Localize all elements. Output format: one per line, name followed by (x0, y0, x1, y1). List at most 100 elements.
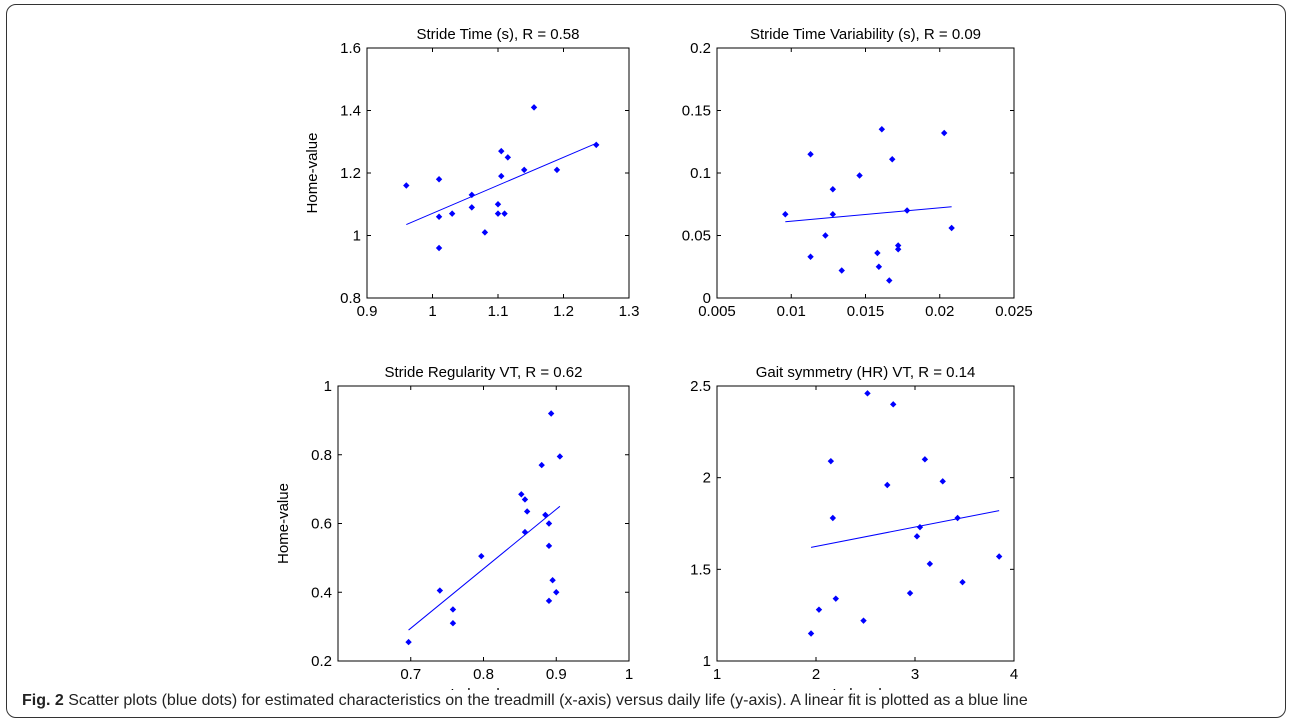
data-point (832, 595, 839, 602)
y-tick-label: 0.05 (682, 228, 711, 245)
y-tick-label: 0.2 (311, 653, 332, 670)
data-point (547, 410, 555, 417)
plot-area (366, 47, 630, 299)
y-tick-label: 1 (703, 653, 711, 670)
x-tick-label: 1.2 (553, 303, 574, 320)
data-point (884, 481, 891, 489)
data-point (435, 176, 443, 183)
data-point (403, 182, 410, 189)
data-point (807, 630, 815, 637)
data-point (948, 224, 955, 232)
x-tick-label: 0.9 (357, 303, 378, 320)
data-point (954, 514, 961, 522)
data-point (542, 511, 549, 519)
data-point (478, 552, 485, 560)
data-point (886, 277, 893, 284)
plot-title: Stride Time Variability (s), R = 0.09 (750, 26, 981, 43)
data-point (494, 201, 502, 208)
data-point (538, 461, 545, 469)
plot-area (337, 385, 630, 662)
data-point (822, 232, 829, 239)
x-tick-label: 0.025 (995, 303, 1033, 320)
data-point (916, 523, 924, 531)
plot-title: Stride Time (s), R = 0.58 (417, 26, 580, 43)
data-point (435, 244, 443, 252)
data-point (926, 560, 934, 568)
data-point (468, 191, 475, 199)
data-point (545, 597, 553, 605)
subplot-3: Stride Regularity VT, R = 0.62 0.7 0.8 0.9 1… (275, 364, 633, 690)
x-axis-label: Lab-value (833, 686, 899, 690)
data-point (553, 166, 561, 174)
data-point (504, 154, 512, 161)
subplot-4: Gait symmetry (HR) VT, R = 0.14 1 2 3 4 1 1.5 2… (690, 364, 1018, 690)
y-axis-label: Home-value (275, 483, 292, 564)
x-tick-label: 0.8 (473, 666, 494, 683)
x-tick-label: 0.01 (777, 303, 806, 320)
y-tick-label: 0.1 (690, 165, 711, 182)
x-tick-label: 0.9 (546, 666, 567, 683)
data-point (523, 508, 531, 515)
data-point (890, 401, 897, 408)
data-point (545, 520, 553, 527)
data-point (530, 104, 538, 111)
data-point (501, 210, 508, 217)
x-tick-label: 0.02 (925, 303, 954, 320)
plot-area (716, 385, 1015, 662)
plot-area (716, 47, 1015, 299)
data-point (827, 457, 835, 465)
data-point (807, 253, 814, 260)
data-point (518, 491, 525, 498)
data-point (906, 589, 914, 597)
data-point (875, 263, 883, 270)
data-point (556, 453, 564, 460)
data-point (545, 542, 553, 550)
y-tick-label: 1.2 (340, 165, 361, 182)
y-tick-label: 1.4 (340, 103, 361, 120)
plot-title: Stride Regularity VT, R = 0.62 (384, 364, 582, 381)
y-tick-label: 0.2 (690, 40, 711, 57)
data-point (874, 249, 881, 257)
data-point (521, 166, 528, 174)
y-axis-label: Home-value (304, 133, 321, 214)
y-tick-label: 0.15 (682, 103, 711, 120)
data-point (903, 207, 911, 214)
data-point (829, 186, 837, 193)
x-tick-label: 1 (625, 666, 633, 683)
y-tick-label: 0.8 (340, 290, 361, 307)
data-point (921, 456, 929, 463)
x-tick-label: 1.1 (488, 303, 509, 320)
x-tick-label: 3 (911, 666, 919, 683)
data-point (864, 390, 871, 397)
data-point (521, 528, 529, 536)
fit-line (810, 510, 1000, 548)
x-tick-label: 1.3 (619, 303, 640, 320)
data-point (941, 129, 948, 137)
scatter-plot-grid: Stride Time (s), R = 0.58 0.9 1 1.1 1.2 1.3 0.… (275, 26, 1033, 690)
y-tick-label: 0.6 (311, 516, 332, 533)
data-point (435, 213, 443, 220)
data-point (829, 514, 837, 522)
fit-line (785, 206, 952, 223)
y-tick-label: 1.5 (690, 561, 711, 578)
data-point (448, 210, 456, 217)
data-point (856, 172, 863, 179)
y-tick-label: 1.6 (340, 40, 361, 57)
data-point (913, 533, 921, 540)
data-point (959, 578, 966, 586)
x-tick-label: 0.015 (847, 303, 885, 320)
data-point (436, 587, 444, 594)
data-point (807, 151, 814, 158)
data-point (939, 478, 946, 485)
fit-line (408, 505, 561, 631)
x-tick-label: 1 (713, 666, 721, 683)
data-point (549, 577, 556, 584)
data-point (593, 141, 600, 149)
data-point (521, 496, 529, 503)
data-point (468, 204, 475, 211)
figure-caption-text: Scatter plots (blue dots) for estimated … (63, 692, 1028, 709)
plot-title: Gait symmetry (HR) VT, R = 0.14 (756, 364, 976, 381)
x-tick-label: 0.005 (698, 303, 736, 320)
data-point (815, 606, 823, 613)
x-tick-label: 4 (1010, 666, 1018, 683)
